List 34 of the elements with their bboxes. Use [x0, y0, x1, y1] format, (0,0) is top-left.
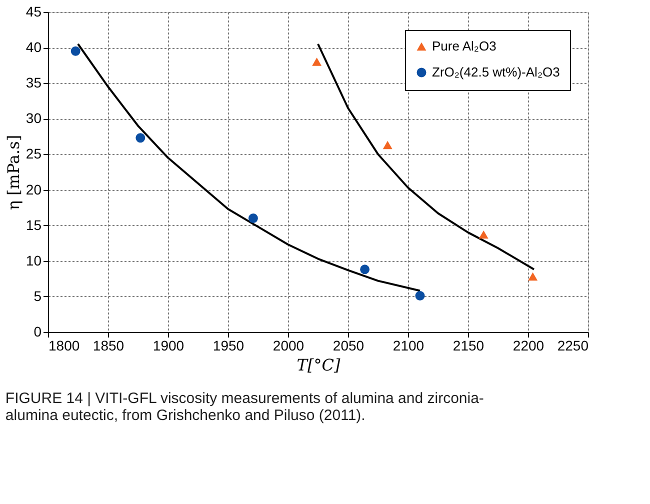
y-tick-label: 5	[34, 288, 42, 304]
y-tick-label: 0	[34, 324, 42, 340]
y-tick-label: 10	[26, 252, 42, 268]
x-tick-label: 2100	[392, 338, 424, 354]
y-tick-label: 45	[26, 4, 42, 20]
y-tick-label: 30	[26, 110, 42, 126]
point	[478, 230, 488, 239]
y-axis-title: η [mPa.s]	[4, 134, 23, 210]
x-tick-label: 1800	[48, 338, 80, 354]
y-tick-label: 25	[26, 146, 42, 162]
point	[360, 264, 370, 274]
point	[248, 213, 258, 223]
x-tick-label: 2050	[332, 338, 364, 354]
x-tick-label: 2000	[272, 338, 304, 354]
x-tick-label: 1900	[152, 338, 184, 354]
point	[528, 272, 538, 281]
point	[70, 46, 80, 56]
x-tick-label: 1950	[212, 338, 244, 354]
legend-label: ZrO₂(42.5 wt%)-Al₂O3	[432, 64, 560, 80]
x-tick-label: 2200	[512, 338, 544, 354]
point	[382, 140, 392, 150]
y-tick-label: 20	[26, 181, 42, 198]
y-tick-label: 15	[26, 216, 42, 233]
x-axis-title: T[°C]	[296, 356, 341, 374]
y-tick-label: 40	[26, 39, 42, 56]
y-tick-label: 35	[26, 74, 42, 91]
x-tick-label: 1850	[92, 338, 124, 354]
point	[312, 58, 322, 66]
legend-label: Pure Al₂O3	[432, 38, 496, 54]
x-tick-label: 2250	[557, 338, 589, 354]
point	[415, 291, 425, 300]
x-tick-label: 2150	[452, 338, 484, 354]
point	[136, 133, 146, 143]
caption: FIGURE 14 | VITI-GFL viscosity measurements of alumina and zirconia-alumina eutectic, from Grishchenko and Piluso (2011).	[5, 390, 484, 424]
